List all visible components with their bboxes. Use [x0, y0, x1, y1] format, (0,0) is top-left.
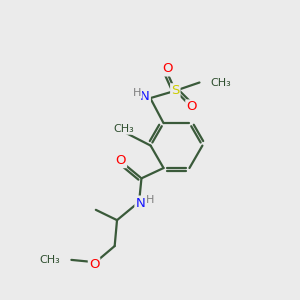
Text: H: H — [146, 195, 154, 205]
Text: N: N — [140, 90, 150, 104]
Text: O: O — [186, 100, 197, 113]
Text: S: S — [171, 84, 179, 97]
Text: CH₃: CH₃ — [39, 255, 60, 265]
Text: N: N — [135, 196, 145, 210]
Text: O: O — [116, 154, 126, 167]
Text: CH₃: CH₃ — [211, 77, 231, 88]
Text: O: O — [89, 258, 99, 271]
Text: O: O — [162, 62, 172, 76]
Text: CH₃: CH₃ — [114, 124, 134, 134]
Text: H: H — [133, 88, 142, 98]
